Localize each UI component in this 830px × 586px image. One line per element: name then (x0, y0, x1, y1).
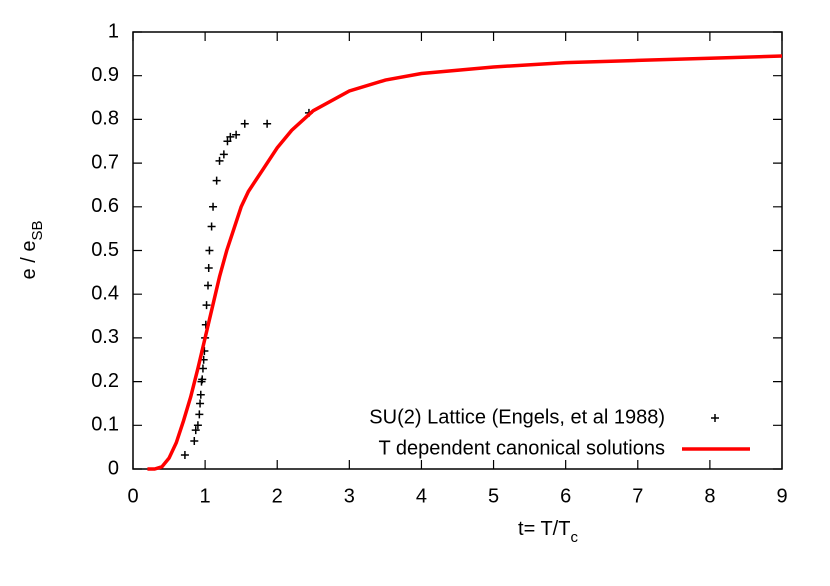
x-tick-label: 1 (200, 485, 211, 507)
y-label-sub: SB (29, 221, 46, 241)
data-point (180, 451, 189, 460)
data-point (263, 119, 272, 128)
data-point (232, 130, 241, 139)
x-tick-label: 8 (704, 485, 715, 507)
data-point (226, 132, 235, 141)
x-tick-label: 5 (488, 485, 499, 507)
x-tick-label: 7 (632, 485, 643, 507)
x-label-main: t= T/T (518, 518, 570, 540)
y-tick-label: 0.9 (91, 64, 119, 86)
data-point (223, 137, 232, 146)
y-tick-label: 0.5 (91, 239, 119, 261)
x-axis-label: t= T/Tc (518, 518, 578, 546)
data-point (198, 364, 207, 373)
x-tick-label: 0 (127, 485, 138, 507)
data-line (147, 54, 783, 471)
legend-symbol (711, 414, 719, 422)
y-tick-label: 0.7 (91, 151, 119, 173)
data-point (195, 410, 204, 419)
data-point (240, 119, 249, 128)
x-tick-label: 9 (776, 485, 787, 507)
x-tick-label: 3 (344, 485, 355, 507)
y-tick-label: 0.3 (91, 326, 119, 348)
data-point (205, 246, 214, 255)
data-point (191, 426, 200, 435)
y-tick-label: 0.2 (91, 370, 119, 392)
data-point (203, 281, 212, 290)
data-point (198, 375, 207, 384)
data-point (193, 421, 202, 430)
plot-frame (132, 31, 783, 470)
x-label-sub: c (570, 529, 578, 546)
legend-label: T dependent canonical solutions (378, 437, 665, 459)
data-point (209, 202, 218, 211)
data-point (196, 399, 205, 408)
y-tick-label: 0.8 (91, 108, 119, 130)
data-point (190, 437, 199, 446)
y-tick-label: 0.1 (91, 414, 119, 436)
y-tick-label: 0 (108, 457, 119, 479)
data-point (212, 176, 221, 185)
y-tick-label: 1 (108, 20, 119, 42)
x-tick-label: 4 (416, 485, 427, 507)
data-point (207, 222, 216, 231)
x-tick-label: 6 (560, 485, 571, 507)
data-point (196, 390, 205, 399)
data-point (219, 150, 228, 159)
y-tick-label: 0.6 (91, 195, 119, 217)
x-tick-label: 2 (272, 485, 283, 507)
y-tick-label: 0.4 (91, 282, 119, 304)
data-point (215, 156, 224, 165)
y-axis-label: e / eSB (18, 221, 46, 280)
legend-label: SU(2) Lattice (Engels, et al 1988) (369, 406, 665, 428)
y-label-main: e / e (18, 241, 40, 280)
data-point (202, 301, 211, 310)
data-point (204, 263, 213, 272)
